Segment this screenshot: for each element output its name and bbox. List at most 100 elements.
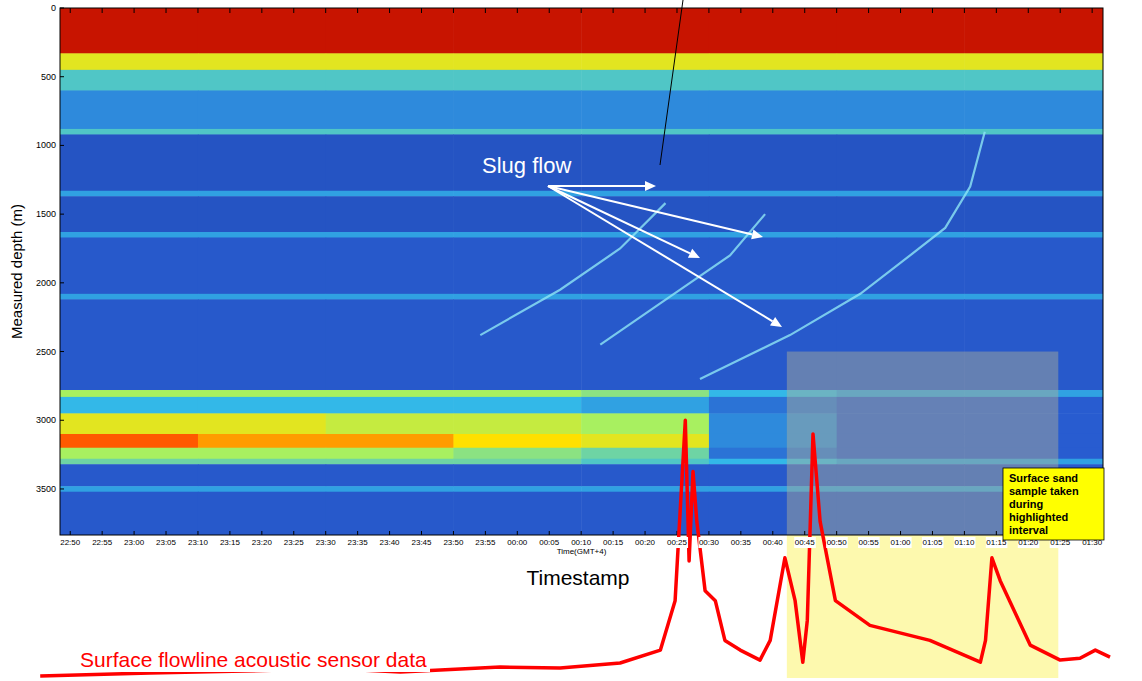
heat-cell: [581, 8, 709, 54]
x-tick: [229, 531, 230, 535]
slug-track: [480, 203, 665, 335]
heatmap: [60, 8, 1103, 535]
heat-cell: [198, 232, 326, 238]
x-tick: [453, 531, 454, 535]
x-tick-label: 00:55: [859, 538, 880, 547]
x-tick: [485, 531, 486, 535]
x-tick: [421, 531, 422, 535]
y-tick-label: 500: [41, 72, 56, 82]
arrow: [548, 186, 752, 234]
heat-cell: [709, 70, 837, 91]
x-tick: [549, 531, 550, 535]
heat-cell: [581, 459, 709, 465]
x-tick: [517, 531, 518, 535]
heat-cell: [60, 70, 198, 91]
heat-cell: [964, 191, 1103, 197]
heat-cell: [453, 8, 581, 54]
label-patch: [762, 537, 784, 548]
heat-cell: [198, 129, 326, 135]
heat-cell: [581, 390, 709, 397]
x-tick: [581, 531, 582, 535]
label-patch: [187, 537, 209, 548]
arrow: [548, 186, 690, 253]
label-patch: [379, 537, 401, 548]
heat-cell: [837, 191, 965, 197]
heat-cell: [581, 237, 709, 294]
label-patch: [77, 647, 430, 672]
heat-cell: [453, 232, 581, 238]
heat-cell: [581, 196, 709, 232]
x-tick-label: 23:50: [443, 538, 464, 547]
label-patch: [556, 546, 608, 557]
heat-cell: [837, 232, 965, 238]
heat-cell: [709, 237, 837, 294]
heat-cell: [198, 492, 326, 535]
heat-cell: [60, 90, 198, 129]
x-tick: [772, 8, 773, 13]
label-patch: [890, 537, 912, 548]
heat-cell: [198, 397, 326, 414]
sand-box: [1003, 468, 1104, 540]
label-patch: [826, 537, 848, 548]
label-patch: [283, 537, 305, 548]
sand-label-line: during: [1009, 498, 1043, 510]
heat-cell: [60, 8, 198, 54]
y-tick-label: 1500: [36, 209, 56, 219]
heat-cell: [326, 397, 454, 414]
x-tick: [900, 8, 901, 13]
label-patch: [922, 537, 944, 548]
heat-cell: [326, 53, 454, 70]
heat-cell: [60, 434, 198, 448]
heat-cell: [709, 53, 837, 70]
heat-cell: [326, 434, 454, 448]
heat-cell: [198, 464, 326, 486]
heat-cell: [837, 8, 965, 54]
heat-cell: [60, 413, 198, 434]
heat-cell: [60, 492, 198, 535]
heat-cell: [60, 134, 198, 191]
label-patch: [475, 537, 497, 548]
heat-cell: [709, 134, 837, 191]
heat-cell: [198, 390, 326, 397]
label-patch: [315, 537, 337, 548]
x-tick-label: 23:45: [411, 538, 432, 547]
heat-cell: [326, 448, 454, 459]
heat-cell: [964, 196, 1103, 232]
label-patch: [507, 537, 529, 548]
heat-cell: [453, 459, 581, 465]
y-tick-label: 1000: [36, 140, 56, 150]
heat-cell: [326, 129, 454, 135]
heat-cell: [198, 196, 326, 232]
slug-flow-label: Slug flow: [482, 153, 571, 178]
x-tick: [453, 8, 454, 13]
heat-cell: [453, 237, 581, 294]
x-tick: [70, 8, 71, 13]
x-tick: [325, 8, 326, 13]
x-tick: [485, 8, 486, 13]
heat-cell: [326, 486, 454, 492]
y-tick: [60, 76, 64, 77]
label-patch: [954, 537, 976, 548]
heat-cell: [964, 134, 1103, 191]
x-tick: [70, 531, 71, 535]
x-tick: [166, 531, 167, 535]
x-tick: [996, 8, 997, 13]
heat-cell: [60, 294, 198, 300]
heat-cell: [326, 191, 454, 197]
label-patch: [124, 537, 146, 548]
arrow-head: [645, 181, 656, 191]
heat-cell: [709, 90, 837, 129]
heat-cell: [581, 448, 709, 459]
x-tick-label: 01:05: [922, 538, 943, 547]
line-chart: [40, 420, 1110, 676]
heat-cell: [198, 134, 326, 191]
heat-cell: [581, 90, 709, 129]
x-tick: [549, 8, 550, 13]
heat-cell: [964, 294, 1103, 300]
heat-cell: [453, 434, 581, 448]
heat-cell: [709, 129, 837, 135]
x-tick: [261, 531, 262, 535]
heat-cell: [453, 70, 581, 91]
heat-cell: [581, 413, 709, 434]
label-patch: [347, 537, 369, 548]
